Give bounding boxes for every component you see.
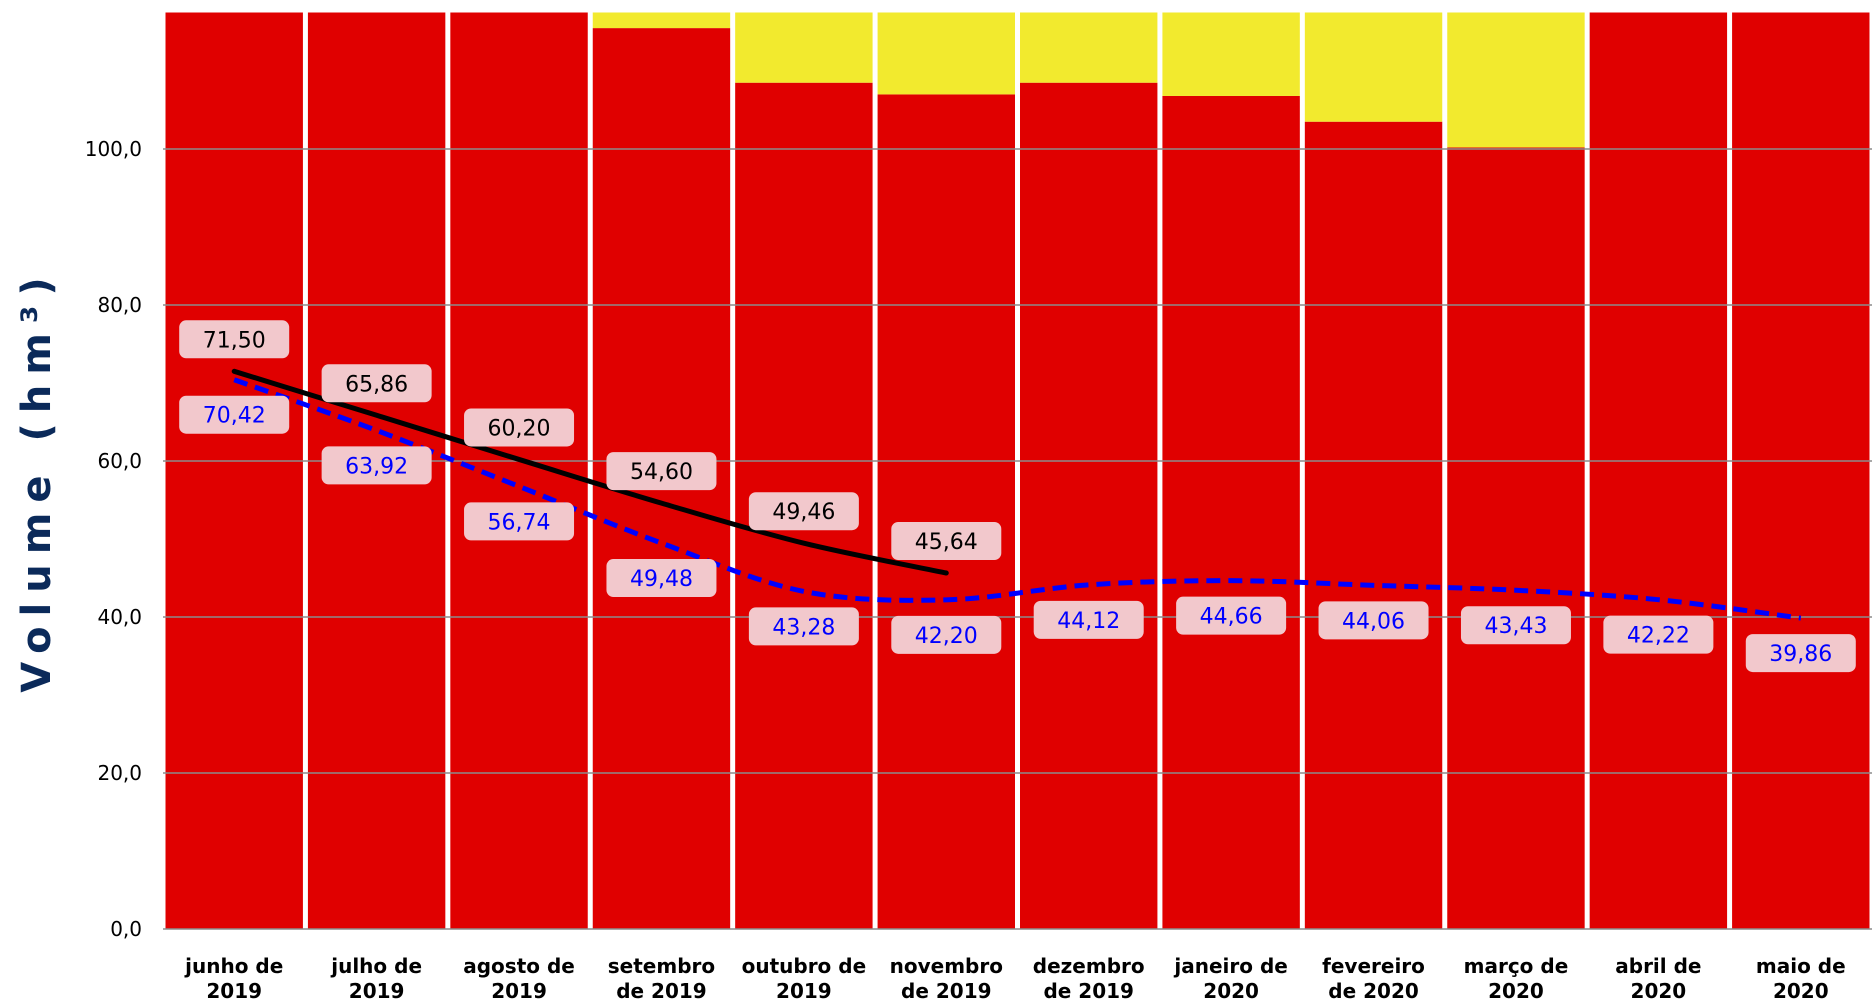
x-tick-label: de 2019 xyxy=(901,979,992,1003)
bar-yellow-6 xyxy=(1020,12,1158,83)
series-line-black-solid xyxy=(231,368,949,576)
y-tick-label: 60,0 xyxy=(97,449,142,473)
y-tick-label: 20,0 xyxy=(97,761,142,785)
bar-red-9 xyxy=(1447,147,1585,929)
gridlines xyxy=(163,148,1872,930)
data-label: 70,42 xyxy=(203,404,266,429)
x-tick-label: de 2019 xyxy=(1043,979,1134,1003)
data-label: 43,43 xyxy=(1484,614,1547,639)
x-tick-label: outubro de xyxy=(742,954,867,978)
data-label: 60,20 xyxy=(488,416,551,441)
x-tick-label: março de xyxy=(1464,954,1569,978)
x-tick-label: de 2019 xyxy=(616,979,707,1003)
data-label: 44,06 xyxy=(1342,609,1405,634)
x-tick-label: 2020 xyxy=(1773,979,1829,1003)
bar-red-8 xyxy=(1304,121,1443,929)
data-label-box xyxy=(606,559,717,598)
data-label-box xyxy=(1033,600,1144,639)
x-tick-label: janeiro de xyxy=(1173,954,1287,978)
data-label-box xyxy=(321,446,432,485)
bar-red-10 xyxy=(1589,12,1728,929)
data-label: 44,66 xyxy=(1200,605,1263,630)
x-tick-label: 2019 xyxy=(491,979,547,1003)
data-label: 45,64 xyxy=(915,530,978,555)
y-tick-label: 0,0 xyxy=(110,917,142,941)
data-label-box xyxy=(606,452,717,491)
x-tick-label: 2020 xyxy=(1488,979,1544,1003)
bar-yellow-8 xyxy=(1304,12,1443,122)
data-label-box xyxy=(891,615,1002,654)
x-tick-label: novembro xyxy=(890,954,1003,978)
x-tick-label: 2019 xyxy=(206,979,262,1003)
data-label: 65,86 xyxy=(345,372,408,397)
data-labels: 71,50 65,86 60,20 54,60 49,46 45,64 70,42 63,92… xyxy=(179,320,1856,673)
x-tick-label: dezembro xyxy=(1033,954,1145,978)
x-tick-label: setembro xyxy=(608,954,715,978)
data-label-box xyxy=(1318,601,1429,640)
data-label: 42,22 xyxy=(1627,624,1690,649)
data-label: 49,48 xyxy=(630,567,693,592)
x-tick-label: de 2020 xyxy=(1328,979,1419,1003)
bar-yellow-3 xyxy=(592,12,731,29)
data-label-box xyxy=(179,320,290,359)
data-label: 56,74 xyxy=(488,510,551,535)
bar-red-11 xyxy=(1732,12,1870,929)
data-label-box xyxy=(321,364,432,403)
y-tick-label: 80,0 xyxy=(97,293,142,317)
x-tick-label: agosto de xyxy=(463,954,575,978)
series-lines xyxy=(231,368,1802,621)
x-tick-label: maio de xyxy=(1756,954,1846,978)
x-tick-label: julho de xyxy=(330,954,422,978)
bar-red-5 xyxy=(877,94,1015,929)
data-label: 71,50 xyxy=(203,328,266,353)
bar-yellow-5 xyxy=(877,12,1015,95)
bar-red-7 xyxy=(1162,95,1300,929)
y-tick-label: 40,0 xyxy=(97,605,142,629)
x-tick-label: 2019 xyxy=(349,979,405,1003)
bars-layer xyxy=(165,12,1870,930)
data-label: 39,86 xyxy=(1769,642,1832,667)
data-label-box xyxy=(464,408,575,447)
data-label-box xyxy=(179,395,290,434)
data-label-box xyxy=(1176,596,1287,635)
data-label-box xyxy=(748,492,859,531)
x-tick-label: 2020 xyxy=(1631,979,1687,1003)
x-tick-label: 2020 xyxy=(1203,979,1259,1003)
data-label: 49,46 xyxy=(772,500,835,525)
data-label-box xyxy=(464,502,575,541)
bar-red-0 xyxy=(165,12,303,929)
bar-red-6 xyxy=(1020,82,1158,929)
bar-yellow-4 xyxy=(735,12,873,83)
data-label-box xyxy=(1603,615,1714,654)
y-tick-label: 100,0 xyxy=(85,137,142,161)
data-label: 44,12 xyxy=(1057,609,1120,634)
x-tick-label: fevereiro xyxy=(1322,954,1425,978)
bar-yellow-9 xyxy=(1447,12,1585,148)
data-label: 54,60 xyxy=(630,460,693,485)
series-line-blue-dashed xyxy=(233,377,1802,621)
x-tick-label: abril de xyxy=(1615,954,1701,978)
bar-yellow-7 xyxy=(1162,12,1300,96)
data-label-box xyxy=(891,522,1002,561)
data-label-box xyxy=(748,607,859,646)
data-label: 63,92 xyxy=(345,454,408,479)
x-tick-label: 2019 xyxy=(776,979,832,1003)
y-axis-ticks: 0,0 20,0 40,0 60,0 80,0 100,0 xyxy=(85,137,142,941)
data-label-box xyxy=(1460,606,1571,645)
data-label-box xyxy=(1745,634,1856,673)
bar-red-2 xyxy=(450,12,588,929)
x-tick-label: junho de xyxy=(184,954,283,978)
y-axis-label: Volume (hm³) xyxy=(14,267,60,692)
data-label: 43,28 xyxy=(772,615,835,640)
data-label: 42,20 xyxy=(915,624,978,649)
